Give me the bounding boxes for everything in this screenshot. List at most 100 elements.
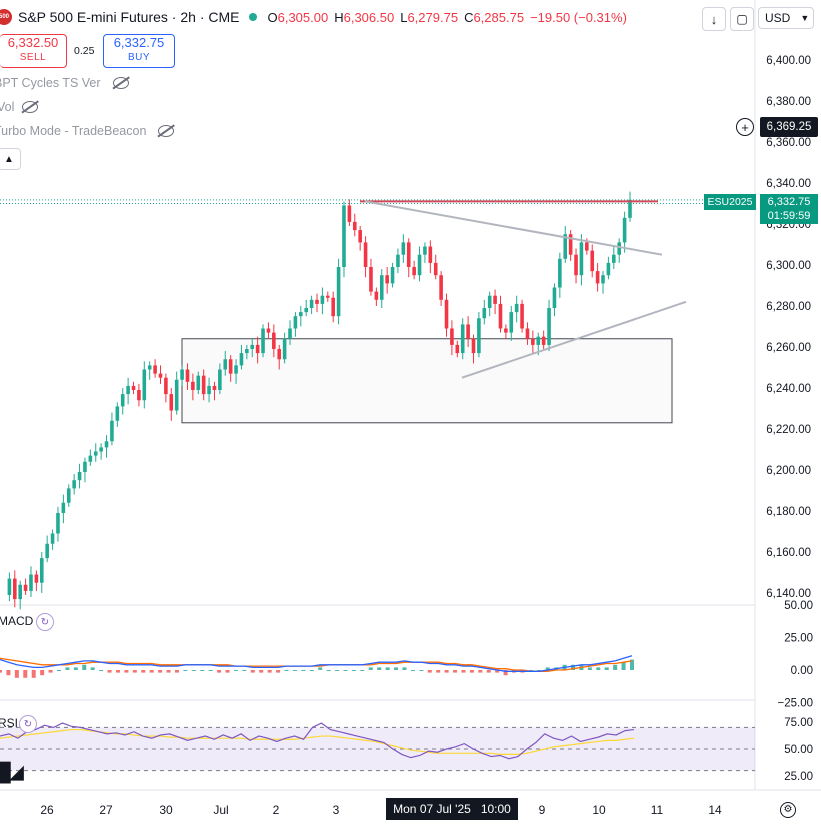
macd-histogram-bar xyxy=(377,667,382,670)
candle-body xyxy=(126,385,130,395)
candle-body xyxy=(142,369,147,401)
price-tick-label: 6,240.00 xyxy=(766,383,811,395)
collapse-legend-icon[interactable]: ▲ xyxy=(0,148,21,170)
macd-histogram-bar xyxy=(402,667,407,670)
macd-histogram-bar xyxy=(242,670,247,671)
buy-button[interactable]: 6,332.75 BUY xyxy=(103,34,175,68)
candle-body xyxy=(428,246,433,263)
macd-histogram-bar xyxy=(461,670,466,673)
chart-header: 500 S&P 500 E-mini Futures · 2h · CME O6… xyxy=(0,6,633,28)
indicator-legend-2[interactable]: Turbo Mode - TradeBeacon xyxy=(0,124,175,138)
candle-body xyxy=(406,242,411,267)
tradingview-logo-icon[interactable]: █◢ xyxy=(0,762,24,782)
candle-body xyxy=(7,578,12,595)
rsi-settings-icon[interactable]: ↻ xyxy=(19,715,37,733)
candle-body xyxy=(293,316,298,329)
time-tick-label: 26 xyxy=(40,803,54,817)
candle-body xyxy=(239,353,244,366)
macd-histogram-bar xyxy=(259,670,264,673)
time-tick-label: Jul xyxy=(213,803,229,817)
macd-histogram-bar xyxy=(65,667,70,670)
macd-histogram-bar xyxy=(225,670,230,673)
candle-body xyxy=(401,242,406,255)
indicator-legend-0[interactable]: BPT Cycles TS Ver xyxy=(0,76,129,90)
candle-body xyxy=(417,254,422,276)
rsi-label[interactable]: RSI xyxy=(0,716,19,730)
price-tick-label: 6,400.00 xyxy=(766,55,811,67)
candle-body xyxy=(34,574,39,583)
indicator-legend-1[interactable]: Vol xyxy=(0,100,39,114)
settings-gear-icon[interactable]: ⚙ xyxy=(780,802,796,818)
macd-histogram-bar xyxy=(360,670,365,671)
candle-body xyxy=(390,267,395,284)
candle-body xyxy=(234,365,238,374)
eye-hidden-icon[interactable] xyxy=(22,101,39,113)
candle-body xyxy=(169,394,174,411)
macd-histogram-bar xyxy=(436,670,441,673)
buy-price: 6,332.75 xyxy=(113,35,165,50)
macd-histogram-bar xyxy=(166,670,171,673)
candle-body xyxy=(558,258,562,288)
macd-tick-label: 0.00 xyxy=(791,665,813,677)
macd-histogram-bar xyxy=(318,667,323,670)
macd-histogram-bar xyxy=(537,670,542,671)
candle-body xyxy=(325,295,330,298)
macd-histogram-bar xyxy=(0,670,2,673)
candle-body xyxy=(525,328,530,339)
candle-body xyxy=(477,318,481,354)
candle-body xyxy=(115,406,120,421)
sell-button[interactable]: 6,332.50 SELL xyxy=(0,34,67,68)
candle-body xyxy=(460,324,465,354)
fullscreen-icon[interactable]: ▢ xyxy=(730,7,754,31)
candle-body xyxy=(261,328,265,354)
eye-hidden-icon[interactable] xyxy=(112,77,129,89)
macd-settings-icon[interactable]: ↻ xyxy=(36,613,54,631)
candle-body xyxy=(444,299,449,329)
candle-body xyxy=(180,369,184,380)
candle-body xyxy=(72,480,76,489)
macd-histogram-bar xyxy=(208,670,213,671)
symbol-logo-icon[interactable]: 500 xyxy=(0,9,12,25)
candle-body xyxy=(547,308,551,345)
macd-histogram-bar xyxy=(158,670,163,673)
macd-histogram-bar xyxy=(99,670,104,671)
candle-body xyxy=(212,385,217,390)
currency-select[interactable]: USD ▼ xyxy=(758,7,814,29)
macd-histogram-bar xyxy=(115,670,120,673)
candle-body xyxy=(585,242,589,251)
candle-body xyxy=(207,385,211,395)
candle-body xyxy=(277,349,282,360)
macd-label[interactable]: MACD xyxy=(0,614,34,628)
macd-line xyxy=(0,655,633,672)
candle-body xyxy=(185,369,190,382)
macd-histogram-bar xyxy=(486,670,491,673)
chevron-down-icon[interactable]: ↓ xyxy=(702,7,726,31)
symbol-title[interactable]: S&P 500 E-mini Futures · 2h · CME xyxy=(18,9,240,25)
time-tick-label: 9 xyxy=(538,803,546,817)
eye-hidden-icon[interactable] xyxy=(158,125,175,137)
candle-body xyxy=(628,199,632,218)
candle-body xyxy=(88,455,93,462)
add-alert-icon[interactable]: + xyxy=(736,118,754,136)
candle-body xyxy=(110,420,114,442)
candle-body xyxy=(606,262,611,276)
candle-body xyxy=(99,447,103,452)
macd-histogram-bar xyxy=(335,670,340,671)
candle-body xyxy=(498,303,503,329)
macd-histogram-bar xyxy=(90,667,95,670)
candle-body xyxy=(331,297,335,317)
candle-body xyxy=(29,574,33,591)
macd-histogram-bar xyxy=(495,670,500,673)
macd-histogram-bar xyxy=(410,670,415,671)
buy-label: BUY xyxy=(127,52,151,63)
candle-body xyxy=(23,584,28,591)
candle-body xyxy=(223,359,228,370)
candle-body xyxy=(617,242,622,255)
candle-body xyxy=(304,308,309,313)
macd-histogram-bar xyxy=(141,670,146,673)
macd-histogram-bar xyxy=(444,670,449,673)
macd-histogram-bar xyxy=(385,667,390,670)
macd-tick-label: −25.00 xyxy=(778,698,814,710)
macd-histogram-bar xyxy=(217,670,222,673)
